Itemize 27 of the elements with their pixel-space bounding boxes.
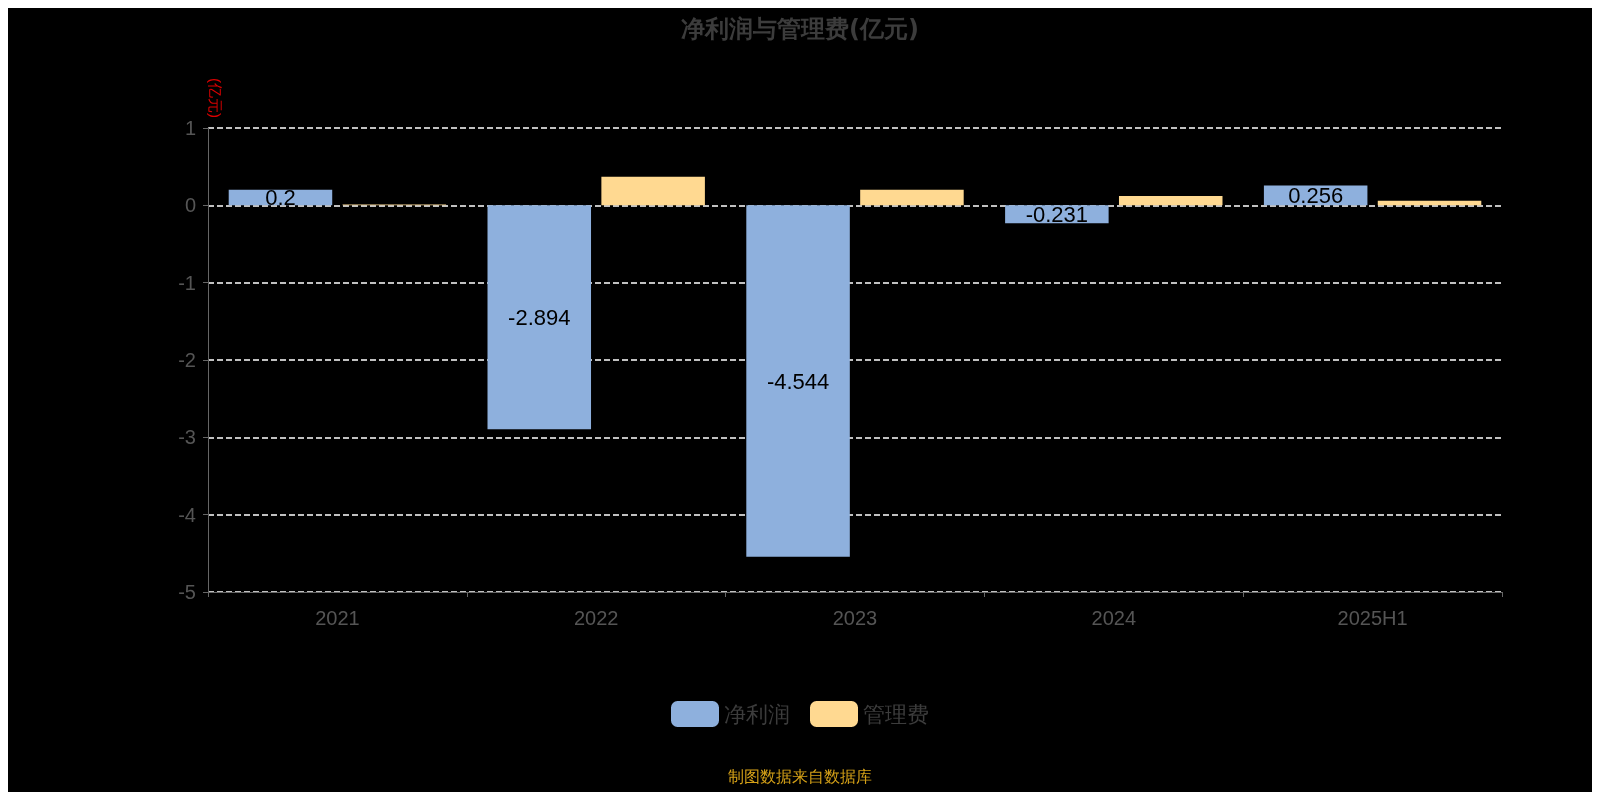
text: 制图数据来自数据库 — [728, 766, 872, 786]
chart-title: 净利润与管理费(亿元) — [681, 15, 919, 43]
data-label: -2.894 — [508, 304, 571, 330]
y-tick-label: 0 — [184, 194, 196, 217]
x-tick-label: 2023 — [832, 607, 878, 629]
x-tick-label: 2021 — [315, 607, 360, 629]
bar — [487, 205, 592, 430]
legend-label: 管理费 — [863, 701, 929, 727]
data-label: -0.231 — [1025, 201, 1089, 227]
bar — [746, 205, 850, 557]
legend-label: 净利润 — [724, 701, 790, 727]
y-axis-title: (亿元) — [207, 78, 224, 118]
x-tick-label: 2025H1 — [1337, 607, 1408, 629]
data-label: 0.2 — [265, 185, 296, 211]
bar — [860, 189, 964, 206]
y-tick-label: -4 — [178, 503, 196, 526]
y-tick-label: 1 — [184, 117, 196, 139]
data-label: 0.256 — [1288, 182, 1344, 208]
y-tick-label: -3 — [178, 426, 196, 449]
y-tick-label: -5 — [178, 581, 196, 603]
bar — [601, 176, 705, 206]
bar — [1118, 196, 1223, 206]
x-tick-label: 2022 — [573, 607, 619, 629]
x-tick-label: 2024 — [1091, 607, 1137, 629]
y-tick-label: -2 — [178, 349, 196, 371]
y-tick-label: -1 — [178, 271, 196, 294]
data-label: -4.544 — [766, 368, 830, 394]
